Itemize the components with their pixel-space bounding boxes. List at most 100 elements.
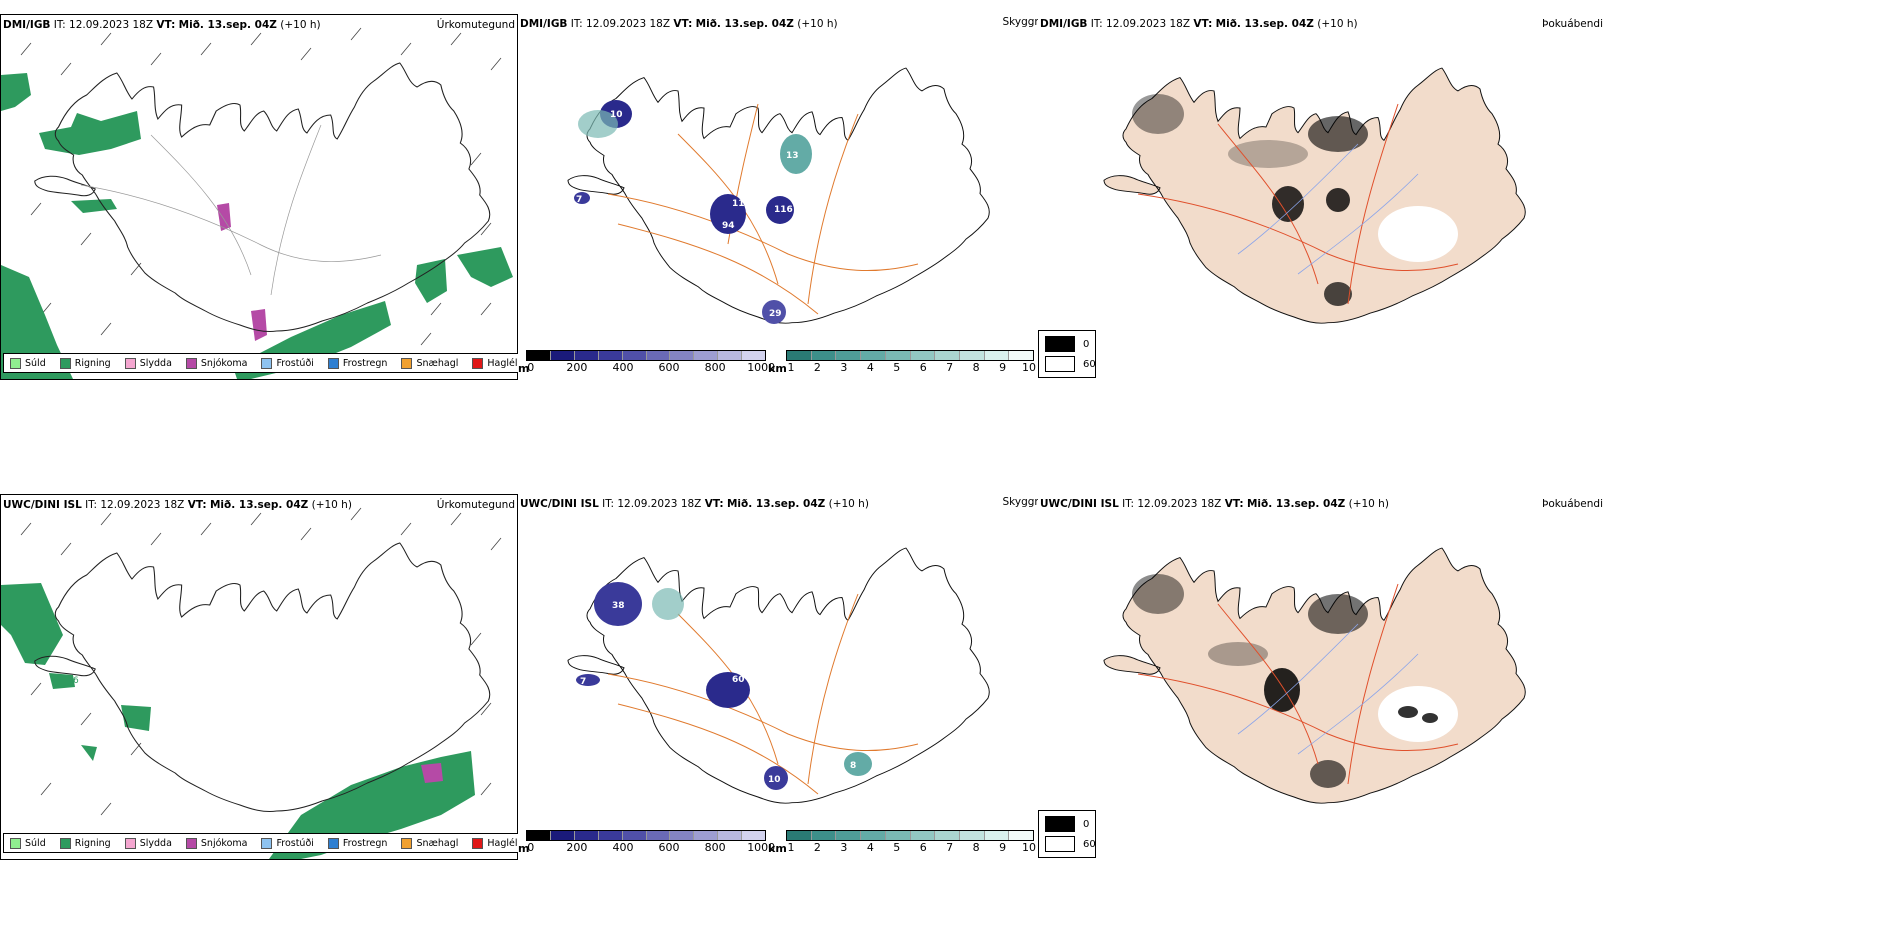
legend-swatch xyxy=(401,837,413,849)
panel-header: DMI/IGB IT: 12.09.2023 18Z VT: Mið. 13.s… xyxy=(3,19,321,31)
legend-item: Slydda xyxy=(124,837,172,849)
cloud-label: 10 xyxy=(610,110,623,120)
legend-item: Rigning xyxy=(59,837,111,849)
colorbar-cell xyxy=(598,831,623,840)
colorbar-tick: 8 xyxy=(972,361,980,374)
snow-areas xyxy=(217,203,267,341)
colorbar-cell xyxy=(1009,831,1034,840)
colorbar-tick: 0 xyxy=(527,841,535,854)
vis-unit: km xyxy=(768,362,787,375)
colorbar-tick: 1000 xyxy=(747,361,776,374)
colorbar-cell xyxy=(885,831,911,840)
cloud-label: 29 xyxy=(769,309,782,319)
legend-label: Súld xyxy=(25,837,46,849)
colorbar-tick: 200 xyxy=(566,361,588,374)
precip-map-top xyxy=(1,27,513,379)
legend-label: Snæhagl xyxy=(416,357,459,369)
legend-swatch xyxy=(401,357,413,369)
colorbar-cell xyxy=(694,831,719,840)
legend-swatch xyxy=(59,357,71,369)
colorbar-cell xyxy=(959,831,985,840)
colorbar-cell xyxy=(787,351,812,360)
colorbar-cell xyxy=(885,351,911,360)
colorbar-cell xyxy=(574,351,599,360)
fog-legend: 0 60 xyxy=(1038,330,1096,378)
legend-label: Frostregn xyxy=(342,357,388,369)
legend-item: Rigning xyxy=(59,357,111,369)
legend-item: Slydda xyxy=(124,357,172,369)
panel-title: Úrkomutegund xyxy=(436,499,515,511)
colorbar-tick: 400 xyxy=(612,841,634,854)
colorbar-tick: 5 xyxy=(893,361,901,374)
colorbar-cell xyxy=(527,831,551,840)
legend-label: Frostúði xyxy=(276,357,314,369)
panel-header: UWC/DINI ISL IT: 12.09.2023 18Z VT: Mið.… xyxy=(1040,498,1389,510)
cloud-unit: m xyxy=(518,842,530,855)
precip-label: 6 xyxy=(73,676,79,686)
colorbar-tick: 1 xyxy=(787,841,795,854)
legend-item: Súld xyxy=(10,357,46,369)
legend-swatch xyxy=(327,357,339,369)
colorbar-tick: 400 xyxy=(612,361,634,374)
visibility-map-bottom: 38 60 10 7 8 xyxy=(567,547,990,804)
colorbar-tick: 3 xyxy=(840,841,848,854)
cloud-unit: m xyxy=(518,362,530,375)
legend-item: Snjókoma xyxy=(185,357,247,369)
fog-legend: 0 60 xyxy=(1038,810,1096,858)
colorbar-cell xyxy=(670,831,695,840)
cloud-label: 7 xyxy=(576,195,582,205)
legend-label: Frostúði xyxy=(276,837,314,849)
colorbar-cell xyxy=(742,351,766,360)
colorbar-tick: 600 xyxy=(658,841,680,854)
legend-label: Slydda xyxy=(139,837,172,849)
legend-label: Haglél xyxy=(487,357,518,369)
colorbar-cell xyxy=(622,351,647,360)
visibility-panel-top: 10 113 94 116 13 29 7 DMI/IGB IT: 12.09.… xyxy=(518,14,1044,380)
colorbar-tick: 10 xyxy=(1022,361,1037,374)
cloud-label: 13 xyxy=(786,151,799,161)
legend-swatch xyxy=(261,357,273,369)
colorbar-tick: 2 xyxy=(813,361,821,374)
colorbar-cell xyxy=(622,831,647,840)
cloud-label: 38 xyxy=(612,601,625,611)
colorbar-cell xyxy=(959,351,985,360)
colorbar-tick: 6 xyxy=(919,841,927,854)
legend-swatch xyxy=(10,357,21,369)
colorbar-tick: 1 xyxy=(787,361,795,374)
colorbar-cell xyxy=(836,351,862,360)
cloud-label: 94 xyxy=(722,221,735,231)
colorbar-tick: 2 xyxy=(813,841,821,854)
colorbar-tick: 800 xyxy=(704,361,726,374)
colorbar-tick: 5 xyxy=(893,841,901,854)
legend-item: Frostúði xyxy=(261,357,314,369)
legend-swatch xyxy=(261,837,273,849)
precip-panel-bottom: 6 UWC/DINI ISL IT: 12.09.2023 18Z VT: Mi… xyxy=(0,494,535,860)
legend-label: Rigning xyxy=(74,357,111,369)
colorbar-cell xyxy=(935,831,960,840)
low-cloud-areas xyxy=(574,100,812,324)
cloud-label: 116 xyxy=(774,205,793,215)
cloud-label: 7 xyxy=(580,677,586,687)
legend-item: Súld xyxy=(10,837,46,849)
colorbar-cell xyxy=(694,351,719,360)
colorbar-tick: 4 xyxy=(866,841,874,854)
fog-map-bottom xyxy=(1103,547,1526,804)
legend-item: Frostregn xyxy=(327,357,388,369)
colorbar-tick: 3 xyxy=(840,361,848,374)
colorbar-tick: 10 xyxy=(1022,841,1037,854)
cloud-labels: 10 113 94 116 13 29 7 xyxy=(576,110,799,319)
precip-map-bottom: 6 xyxy=(1,507,502,859)
legend-swatch xyxy=(185,357,197,369)
colorbar-cell xyxy=(1009,351,1034,360)
panel-title: Úrkomutegund xyxy=(436,19,515,31)
legend-item: Frostregn xyxy=(327,837,387,849)
colorbar-cell xyxy=(646,351,671,360)
colorbar-tick: 8 xyxy=(972,841,980,854)
cloud-label: 60 xyxy=(732,675,745,685)
visibility-colorbar: 1 2 3 4 5 6 7 8 9 10 xyxy=(786,830,1037,854)
colorbar-cell xyxy=(527,351,551,360)
colorbar-tick: 1000 xyxy=(747,841,776,854)
colorbar-cell xyxy=(811,831,837,840)
cloud-base-colorbar: 0 200 400 600 800 1000 xyxy=(526,830,775,854)
fog-panel-bottom: UWC/DINI ISL IT: 12.09.2023 18Z VT: Mið.… xyxy=(1038,494,1900,860)
